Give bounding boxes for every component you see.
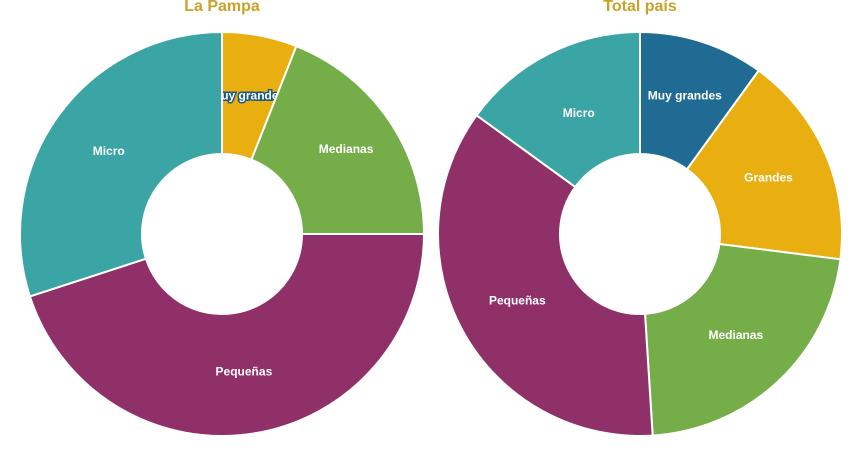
donut-total-pais: Muy grandes Grandes Medianas Pequeñas Micro (437, 30, 843, 437)
donut-la-pampa: Muy grandes Medianas Pequeñas Micro (19, 30, 426, 437)
slice-label-micro: Micro (93, 144, 125, 158)
donut-hole (560, 154, 720, 314)
chart-title-total-pais: Total país (603, 0, 677, 15)
slice-label-grandes: Grandes (744, 171, 793, 185)
slice-micro (19, 30, 223, 298)
slice-label-pequenas: Pequeñas (489, 294, 546, 308)
slice-label-medianas: Medianas (319, 142, 374, 156)
slice-label-medianas: Medianas (708, 328, 763, 342)
slice-label-pequenas: Pequeñas (216, 364, 273, 378)
chart-title-la-pampa: La Pampa (184, 0, 260, 15)
slice-label-muy-grandes: Muy grandes (648, 88, 722, 102)
slice-label-micro: Micro (563, 106, 595, 120)
slice-label-muy-grandes: Muy grandes (211, 89, 285, 103)
donut-hole (142, 154, 302, 314)
